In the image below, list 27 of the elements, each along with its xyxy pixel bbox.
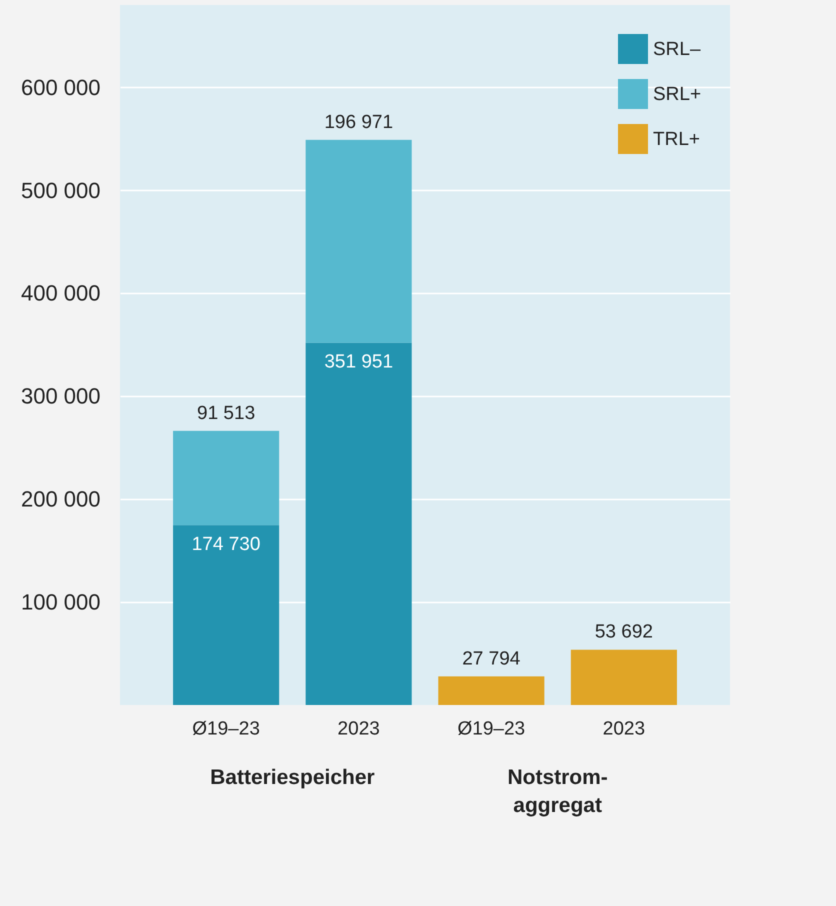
bar [173, 525, 280, 705]
bar [438, 676, 544, 705]
data-label: 27 794 [462, 648, 521, 670]
data-label: 174 730 [192, 534, 260, 556]
bar [570, 650, 677, 705]
bar [173, 430, 280, 526]
y-tick-label: 300 000 [20, 384, 100, 409]
x-tick-label: Ø19–23 [457, 718, 526, 740]
y-tick-label: 400 000 [20, 280, 100, 306]
y-tick-label: 500 000 [20, 178, 100, 203]
bar [306, 140, 412, 343]
x-tick-label: 2023 [338, 718, 380, 740]
data-label: 91 513 [197, 402, 256, 424]
legend-label: TRL+ [653, 129, 700, 150]
y-tick-label: 600 000 [20, 74, 100, 100]
bar [306, 342, 412, 705]
data-label: 53 692 [594, 622, 653, 643]
text: Batteriespeicher [210, 766, 375, 789]
text: Notstrom-aggregat [507, 766, 608, 817]
legend-label: SRL– [653, 39, 701, 60]
y-tick-label: 200 000 [20, 486, 100, 512]
data-label: 351 951 [324, 352, 394, 373]
data-label: 196 971 [324, 112, 394, 133]
x-tick-label: 2023 [602, 718, 646, 740]
legend-label: SRL+ [653, 84, 702, 105]
y-tick-label: 100 000 [20, 590, 100, 615]
x-tick-label: Ø19–23 [192, 718, 260, 740]
